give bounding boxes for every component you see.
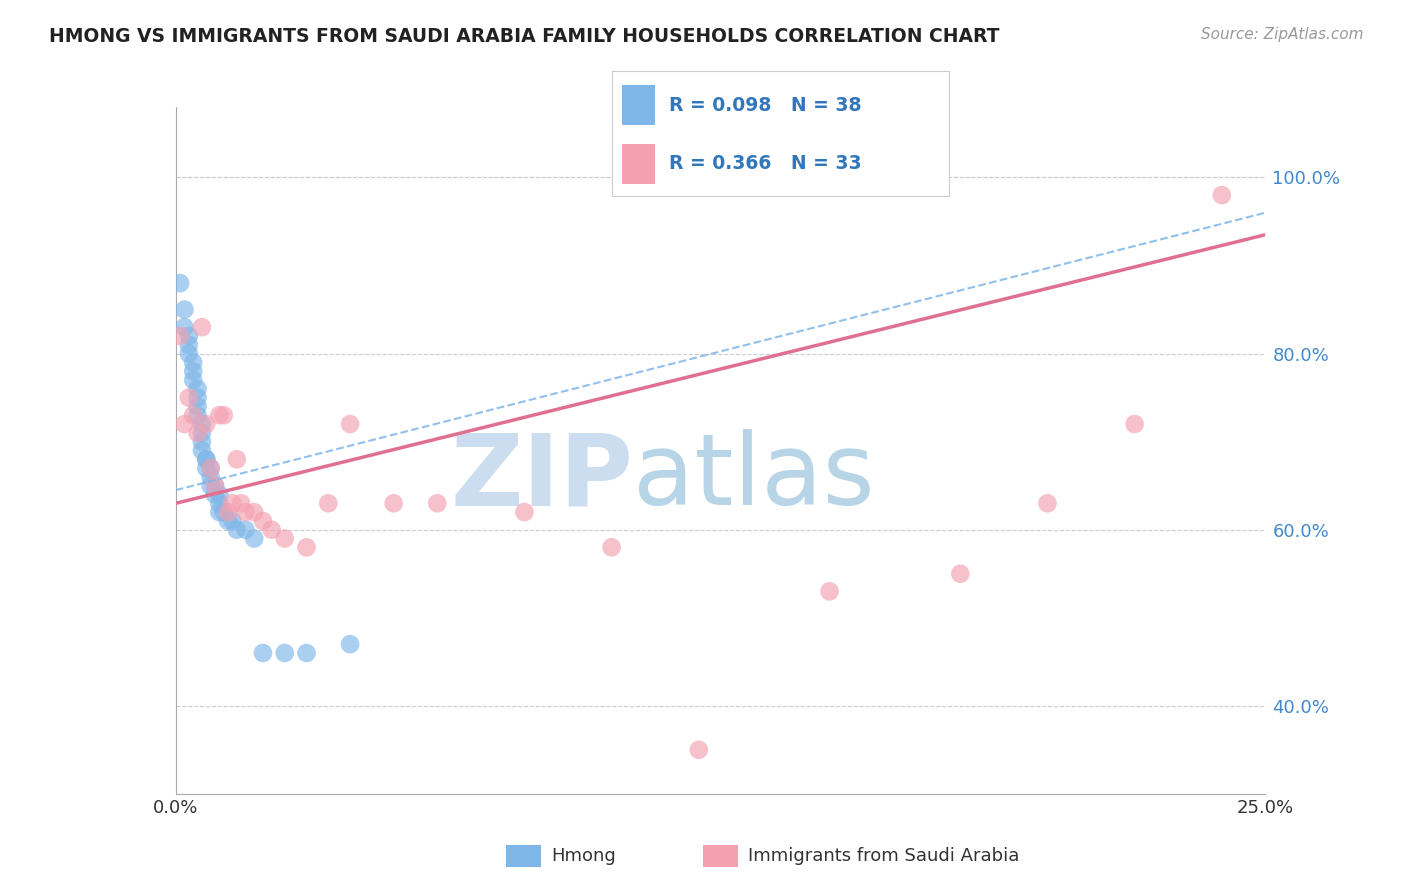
Text: Hmong: Hmong	[551, 847, 616, 865]
Point	[195, 452, 218, 467]
Point	[200, 461, 222, 475]
Point	[274, 646, 297, 660]
Point	[181, 355, 204, 369]
Point	[949, 566, 972, 581]
Point	[513, 505, 536, 519]
Point	[1123, 417, 1146, 431]
Point	[235, 523, 257, 537]
Point	[274, 532, 297, 546]
Point	[177, 346, 200, 360]
Point	[186, 391, 209, 405]
Point	[221, 496, 243, 510]
Point	[186, 425, 209, 440]
Point	[169, 329, 191, 343]
Point	[212, 505, 235, 519]
Point	[191, 417, 214, 431]
Point	[235, 505, 257, 519]
Point	[173, 320, 195, 334]
Point	[688, 743, 710, 757]
Point	[208, 505, 231, 519]
Point	[221, 514, 243, 528]
Point	[295, 646, 318, 660]
Point	[208, 409, 231, 423]
Text: R = 0.098   N = 38: R = 0.098 N = 38	[669, 95, 862, 114]
Point	[1211, 188, 1233, 202]
Point	[169, 276, 191, 290]
Point	[181, 373, 204, 387]
Text: R = 0.366   N = 33: R = 0.366 N = 33	[669, 154, 862, 173]
Point	[186, 400, 209, 414]
Point	[818, 584, 841, 599]
Point	[252, 514, 274, 528]
Point	[243, 505, 266, 519]
Point	[217, 514, 239, 528]
Point	[195, 461, 218, 475]
Point	[243, 532, 266, 546]
Point	[231, 496, 253, 510]
Point	[208, 496, 231, 510]
Point	[181, 409, 204, 423]
Text: HMONG VS IMMIGRANTS FROM SAUDI ARABIA FAMILY HOUSEHOLDS CORRELATION CHART: HMONG VS IMMIGRANTS FROM SAUDI ARABIA FA…	[49, 27, 1000, 45]
Point	[186, 409, 209, 423]
Point	[295, 541, 318, 555]
Point	[217, 505, 239, 519]
Point	[186, 382, 209, 396]
Point	[195, 452, 218, 467]
Point	[200, 461, 222, 475]
Point	[177, 329, 200, 343]
Point	[339, 637, 361, 651]
Point	[191, 425, 214, 440]
Point	[426, 496, 449, 510]
Text: Source: ZipAtlas.com: Source: ZipAtlas.com	[1201, 27, 1364, 42]
Point	[195, 417, 218, 431]
Point	[252, 646, 274, 660]
Point	[225, 452, 247, 467]
Point	[191, 434, 214, 449]
Point	[1036, 496, 1059, 510]
Point	[225, 523, 247, 537]
Point	[318, 496, 340, 510]
Text: atlas: atlas	[633, 429, 875, 526]
Point	[212, 409, 235, 423]
Point	[181, 364, 204, 378]
Point	[191, 320, 214, 334]
Point	[177, 391, 200, 405]
Bar	[621, 85, 655, 125]
Point	[208, 487, 231, 501]
Point	[173, 417, 195, 431]
Text: ZIP: ZIP	[450, 429, 633, 526]
Point	[260, 523, 283, 537]
Point	[204, 478, 226, 492]
Point	[200, 470, 222, 484]
Point	[204, 478, 226, 492]
Point	[600, 541, 623, 555]
Point	[339, 417, 361, 431]
Text: Immigrants from Saudi Arabia: Immigrants from Saudi Arabia	[748, 847, 1019, 865]
Point	[200, 478, 222, 492]
Point	[204, 487, 226, 501]
Point	[382, 496, 405, 510]
Point	[191, 443, 214, 458]
Bar	[621, 144, 655, 184]
Point	[173, 302, 195, 317]
Point	[177, 338, 200, 352]
